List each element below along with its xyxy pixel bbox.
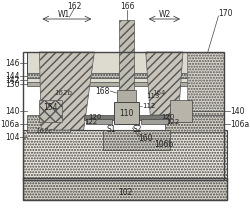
Bar: [27, 115, 70, 132]
Text: 122: 122: [84, 119, 98, 125]
Text: 122: 122: [166, 119, 179, 125]
Text: S2: S2: [132, 125, 142, 134]
Bar: [24, 178, 227, 200]
Text: 102: 102: [118, 188, 132, 197]
Bar: [24, 178, 227, 200]
Polygon shape: [146, 52, 183, 115]
Text: 130: 130: [6, 80, 20, 88]
Text: 104: 104: [6, 133, 20, 142]
Text: 113: 113: [147, 93, 160, 99]
Bar: [139, 115, 170, 120]
Bar: [40, 100, 62, 122]
Bar: [84, 115, 115, 120]
Text: W2: W2: [158, 9, 170, 18]
Text: 120: 120: [161, 114, 174, 120]
Text: 106a: 106a: [1, 119, 20, 129]
Text: 162c: 162c: [35, 128, 52, 134]
Text: 120: 120: [88, 114, 102, 120]
Bar: [116, 90, 136, 102]
Bar: [170, 100, 192, 122]
Bar: [27, 82, 224, 86]
Text: 162: 162: [67, 1, 81, 11]
Text: 144: 144: [6, 71, 20, 80]
Bar: [165, 115, 224, 132]
Text: 112: 112: [142, 103, 156, 109]
Bar: [103, 130, 170, 150]
Text: 106a: 106a: [230, 119, 249, 129]
Bar: [27, 78, 224, 83]
Bar: [24, 130, 227, 180]
Bar: [27, 52, 224, 74]
Bar: [141, 119, 168, 124]
Text: 110: 110: [119, 109, 134, 118]
Text: W1: W1: [58, 9, 70, 18]
Text: 164: 164: [152, 90, 166, 96]
Text: 166: 166: [120, 1, 134, 11]
Polygon shape: [40, 52, 94, 130]
Text: 142: 142: [6, 76, 20, 84]
Text: 160: 160: [138, 134, 153, 143]
Bar: [86, 119, 112, 124]
Text: 140: 140: [6, 106, 20, 116]
Bar: [114, 102, 139, 124]
Text: 170: 170: [218, 8, 233, 17]
Text: 146: 146: [6, 59, 20, 67]
Bar: [27, 73, 224, 79]
Text: 168: 168: [95, 87, 110, 96]
Text: S1: S1: [106, 125, 116, 134]
Text: 154: 154: [43, 102, 57, 112]
Text: 106b: 106b: [154, 139, 173, 148]
Text: 140: 140: [230, 106, 244, 116]
Polygon shape: [119, 20, 134, 90]
Bar: [188, 52, 224, 130]
Text: 162b: 162b: [54, 90, 72, 96]
Bar: [24, 52, 224, 180]
